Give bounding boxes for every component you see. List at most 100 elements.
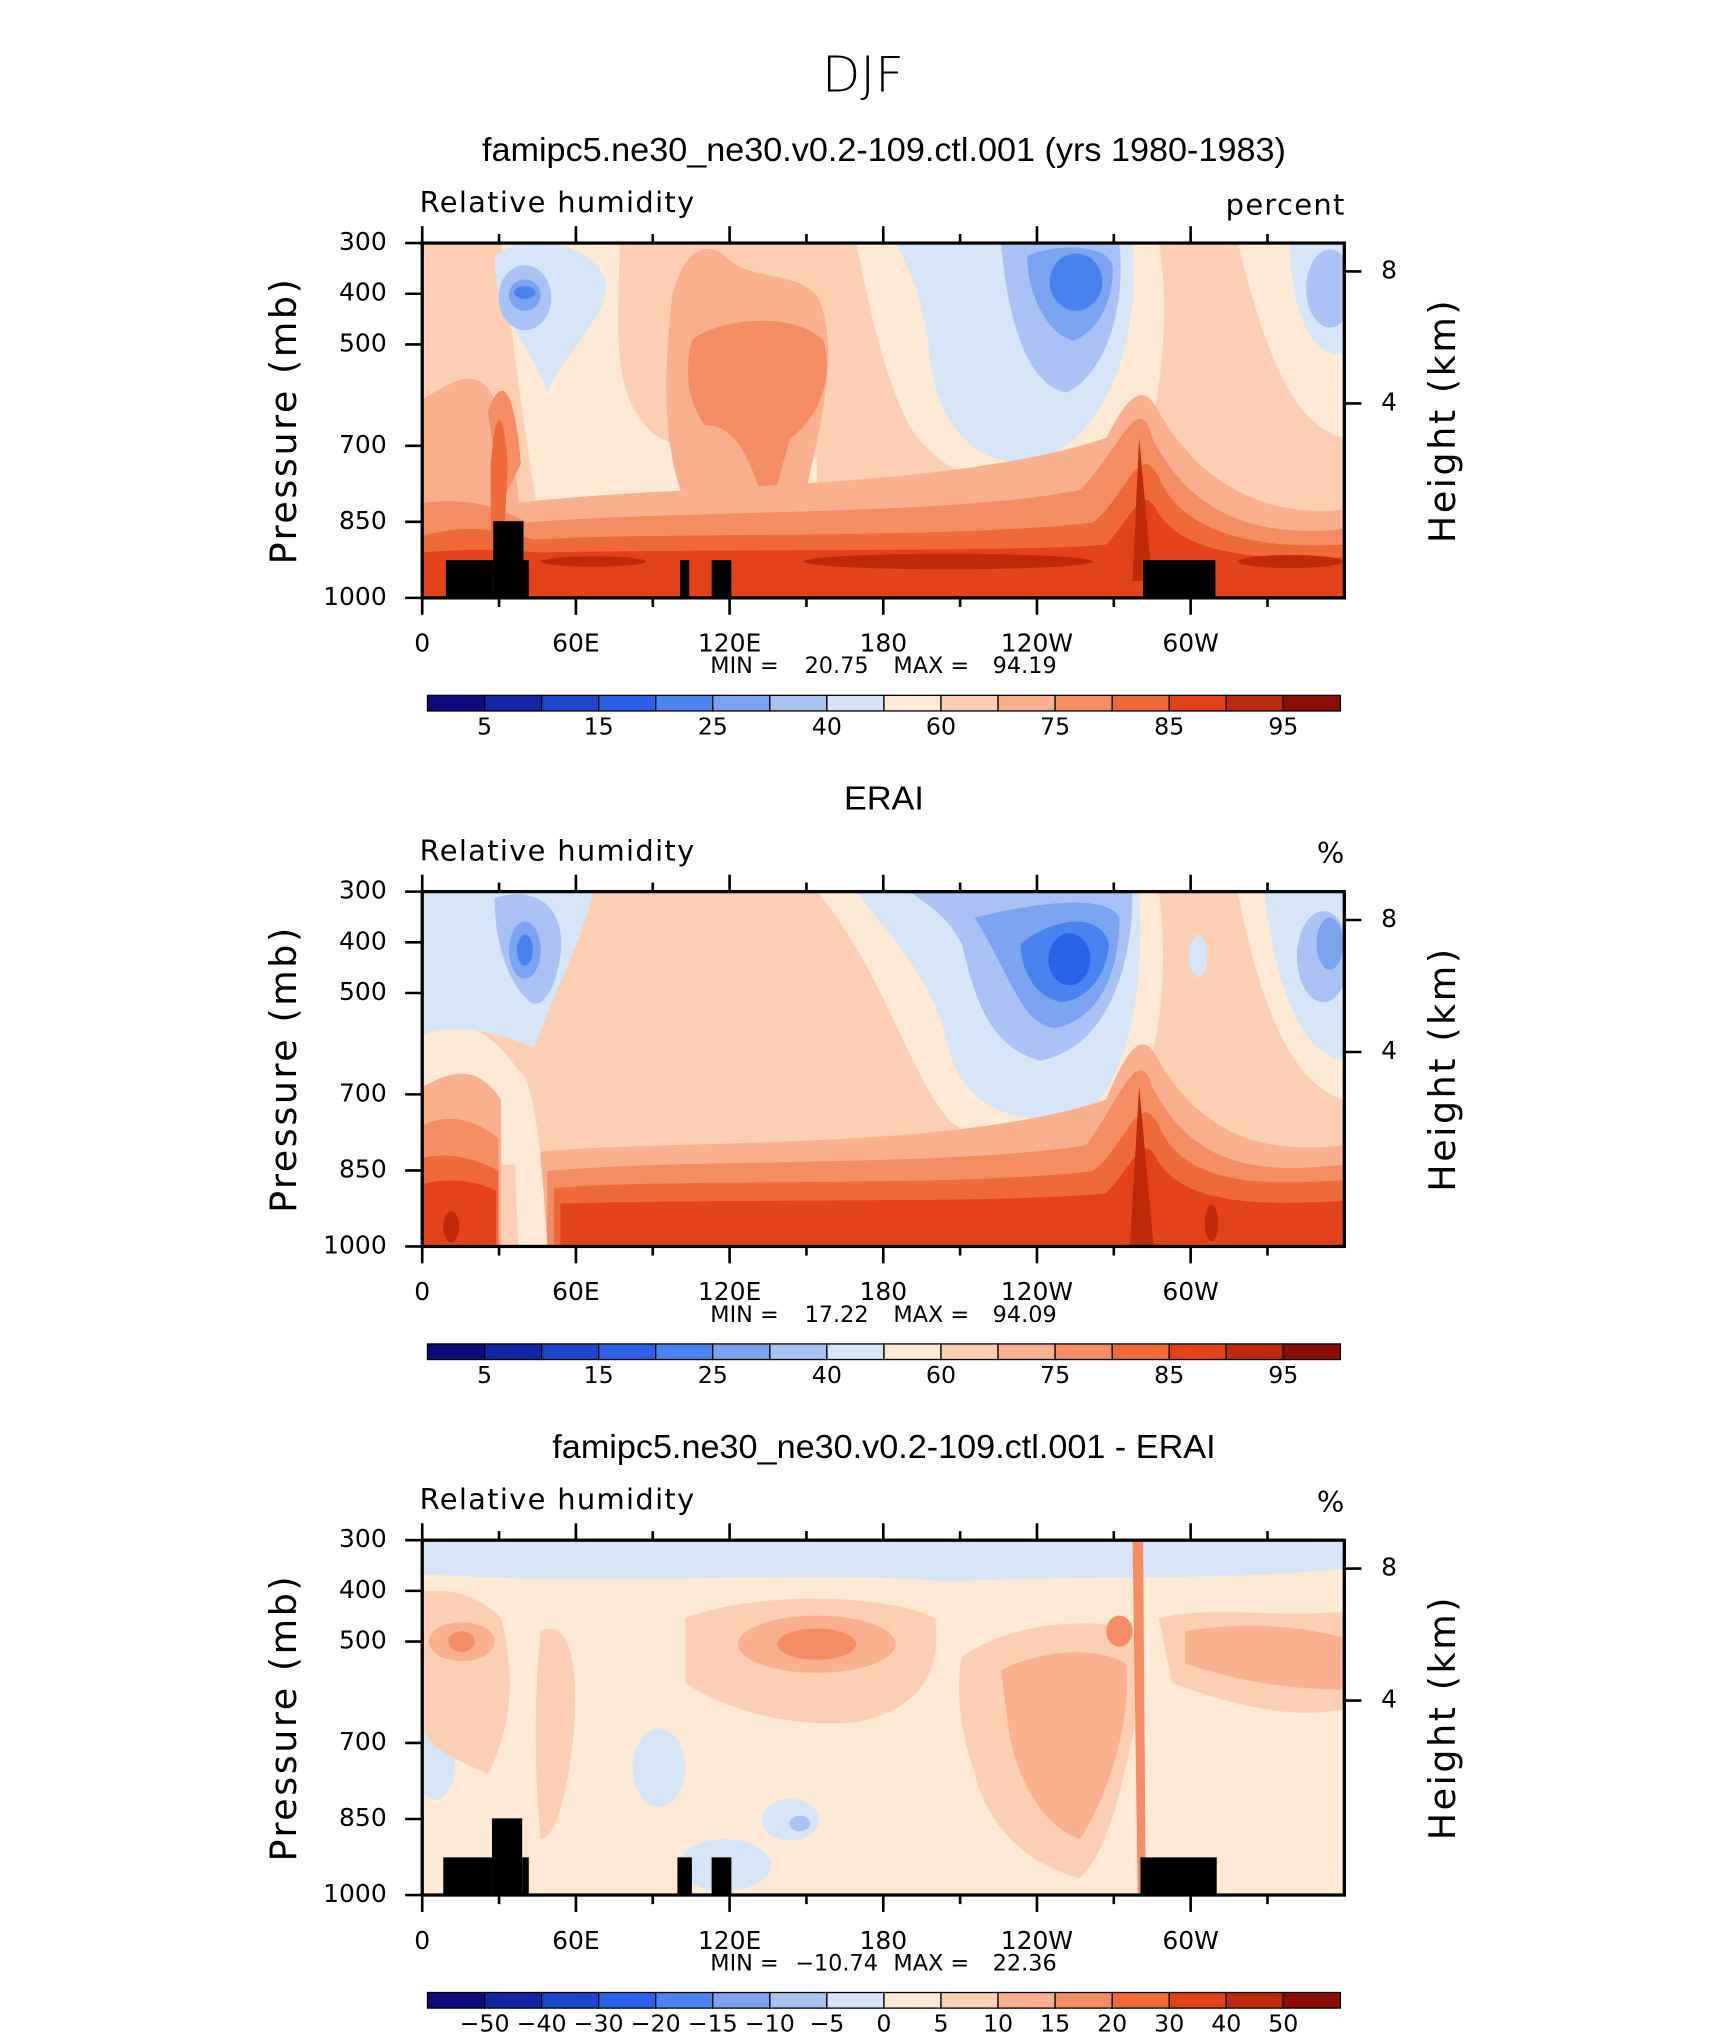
x-tick-label: 60E	[552, 1926, 600, 1955]
colorbar-swatch	[1111, 694, 1170, 712]
y-tick-label: 850	[339, 1155, 387, 1184]
units-label: percent	[1226, 188, 1346, 222]
y2-tick-label: 4	[1381, 1685, 1397, 1714]
colorbar-label: 60	[926, 1361, 956, 1389]
plot-frame	[420, 1538, 1346, 1897]
colorbar-label: 10	[983, 2010, 1013, 2038]
colorbar-label: 5	[933, 2010, 948, 2038]
colorbar-swatch	[598, 1343, 657, 1361]
max-label: MAX =	[893, 1950, 969, 1976]
y-tick-label: 700	[339, 430, 387, 459]
colorbar-label: −40	[517, 2010, 567, 2038]
plot-frame	[420, 241, 1346, 600]
colorbar-label: −30	[574, 2010, 624, 2038]
colorbar-swatch	[1225, 1991, 1284, 2009]
colorbar-label: 20	[1097, 2010, 1127, 2038]
suptitle: DJF	[822, 46, 904, 104]
x-tick-label: 0	[414, 629, 430, 658]
colorbar-swatch	[826, 694, 885, 712]
colorbar-swatch	[1168, 1343, 1227, 1361]
min-label: MIN =	[710, 1950, 778, 1976]
subtitle: ERAI	[844, 780, 924, 818]
x-tick-label: 60E	[552, 629, 600, 658]
colorbar-swatch	[483, 1343, 543, 1361]
colorbar-swatch	[655, 1991, 714, 2009]
colorbar-swatch	[826, 1343, 885, 1361]
x-tick-label: 60W	[1162, 629, 1218, 658]
y-tick-label: 400	[339, 278, 387, 307]
colorbar-label: 75	[1040, 1361, 1070, 1389]
colorbar-swatch	[769, 1991, 828, 2009]
max-value: 22.36	[993, 1950, 1057, 1976]
colorbar-swatch	[997, 1343, 1056, 1361]
colorbar-label: 75	[1040, 712, 1070, 740]
y-tick-label: 400	[339, 1575, 387, 1604]
colorbar-swatch	[1225, 694, 1284, 712]
colorbar-label: 5	[477, 1361, 492, 1389]
y-axis-title: Pressure (mb)	[262, 277, 305, 565]
colorbar-label: 15	[584, 1361, 614, 1389]
subtitle: famipc5.ne30_ne30.v0.2-109.ctl.001 - ERA…	[552, 1428, 1215, 1466]
colorbar-label: 25	[698, 1361, 728, 1389]
colorbar-swatch	[883, 694, 942, 712]
variable-label: Relative humidity	[420, 185, 696, 219]
units-label: %	[1317, 1485, 1346, 1519]
colorbar-label: 30	[1154, 2010, 1184, 2038]
max-value: 94.09	[993, 1302, 1057, 1328]
y-axis-title: Pressure (mb)	[262, 1574, 305, 1862]
y-tick-label: 300	[339, 876, 387, 905]
colorbar-swatch	[1282, 1343, 1342, 1361]
colorbar-label: −10	[745, 2010, 795, 2038]
x-tick-label: 120E	[698, 1926, 761, 1955]
colorbar-swatch	[483, 1991, 543, 2009]
colorbar-label: 60	[926, 712, 956, 740]
min-value: 20.75	[805, 653, 869, 679]
x-tick-label: 180	[859, 1926, 907, 1955]
y-tick-label: 1000	[323, 1231, 387, 1260]
colorbar-label: 5	[477, 712, 492, 740]
min-label: MIN =	[710, 1302, 778, 1328]
plot-frame	[420, 890, 1346, 1249]
x-tick-label: 120W	[1001, 629, 1073, 658]
colorbar-swatch	[1054, 1343, 1113, 1361]
colorbar-swatch	[883, 1343, 942, 1361]
y-tick-label: 1000	[323, 582, 387, 611]
colorbar-swatch	[426, 694, 486, 712]
colorbar-label: 25	[698, 712, 728, 740]
colorbar-swatch	[1282, 1991, 1342, 2009]
x-tick-label: 60W	[1162, 1926, 1218, 1955]
colorbar-swatch	[1054, 694, 1113, 712]
x-tick-label: 180	[859, 629, 907, 658]
colorbar-label: 85	[1154, 1361, 1184, 1389]
colorbar-swatch	[940, 694, 999, 712]
colorbar-swatch	[540, 1343, 600, 1361]
subtitle: famipc5.ne30_ne30.v0.2-109.ctl.001 (yrs …	[482, 131, 1286, 169]
y-tick-label: 700	[339, 1078, 387, 1107]
x-tick-label: 0	[414, 1926, 430, 1955]
colorbar-label: −5	[809, 2010, 844, 2038]
colorbar-swatch	[712, 1991, 771, 2009]
colorbar-swatch	[426, 1343, 486, 1361]
y-axis-title: Pressure (mb)	[262, 925, 305, 1213]
min-value: 17.22	[805, 1302, 869, 1328]
colorbar-swatch	[940, 1991, 999, 2009]
max-value: 94.19	[993, 653, 1057, 679]
colorbar-swatch	[483, 694, 543, 712]
colorbar-swatch	[540, 1991, 600, 2009]
y2-axis-title: Height (km)	[1421, 1595, 1464, 1840]
units-label: %	[1317, 836, 1346, 870]
y2-tick-label: 4	[1381, 1036, 1397, 1065]
x-tick-label: 120E	[698, 1277, 761, 1306]
y2-tick-label: 8	[1381, 904, 1397, 933]
contour-field	[422, 1540, 1345, 1896]
y-tick-label: 500	[339, 977, 387, 1006]
y2-axis-title: Height (km)	[1421, 946, 1464, 1191]
y-tick-label: 300	[339, 227, 387, 256]
colorbar-label: −20	[631, 2010, 681, 2038]
colorbar-label: 0	[876, 2010, 891, 2038]
x-tick-label: 120W	[1001, 1277, 1073, 1306]
y-tick-label: 500	[339, 329, 387, 358]
colorbar-swatch	[940, 1343, 999, 1361]
contour-field	[422, 243, 1345, 598]
colorbar-swatch	[655, 694, 714, 712]
